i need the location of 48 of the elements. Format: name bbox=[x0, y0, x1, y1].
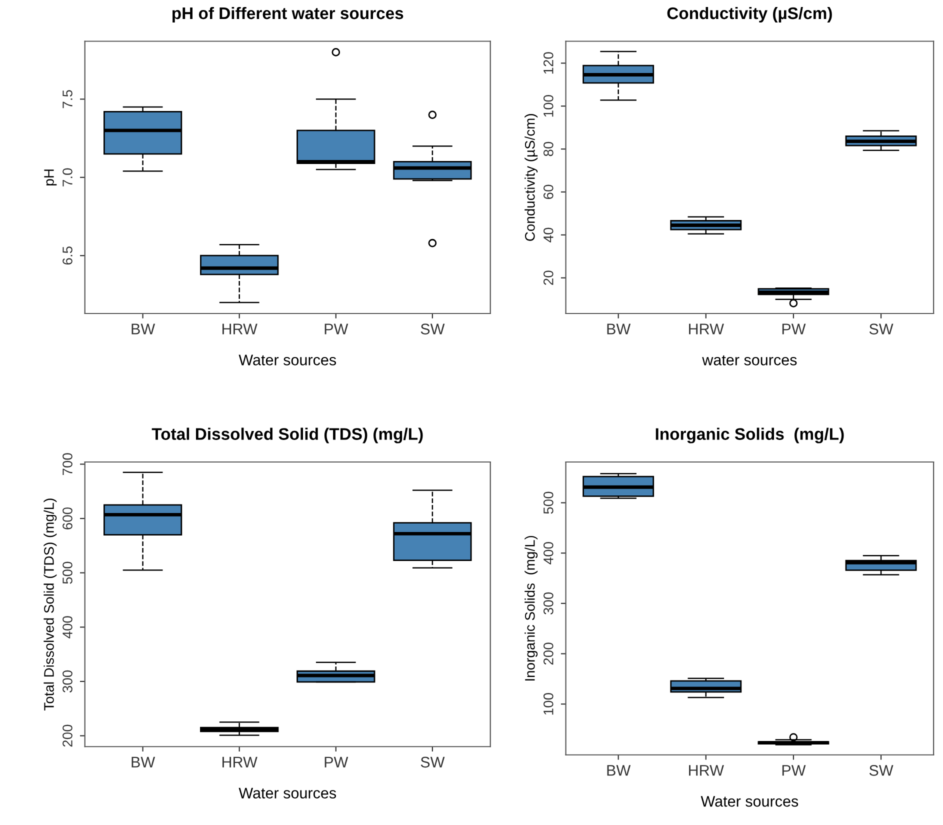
y-tick-label: 200 bbox=[543, 642, 554, 665]
y-tick-label: 6.5 bbox=[62, 246, 72, 265]
x-tick-label: BW bbox=[132, 756, 156, 768]
y-tick-label: 300 bbox=[543, 592, 554, 614]
x-tick-label: HRW bbox=[222, 324, 258, 334]
x-tick-label: BW bbox=[132, 324, 156, 334]
chart-title: pH of Different water sources bbox=[172, 6, 404, 22]
x-tick-label: HRW bbox=[689, 324, 724, 334]
y-tick-label: 60 bbox=[543, 184, 554, 199]
y-axis-title: pH bbox=[44, 170, 57, 186]
y-tick-label: 40 bbox=[543, 228, 554, 242]
y-tick-label: 700 bbox=[62, 453, 72, 476]
y-tick-label: 80 bbox=[543, 142, 554, 156]
x-tick-label: BW bbox=[607, 765, 631, 776]
x-tick-label: PW bbox=[782, 765, 806, 776]
x-tick-label: SW bbox=[869, 765, 894, 776]
y-tick-label: 200 bbox=[62, 724, 72, 747]
x-tick-label: PW bbox=[324, 756, 348, 768]
chart-title: Total Dissolved Solid (TDS) (mg/L) bbox=[152, 428, 423, 444]
x-axis-title: Water sources bbox=[238, 788, 336, 798]
x-tick-label: HRW bbox=[689, 765, 724, 776]
y-tick-label: 500 bbox=[62, 562, 72, 584]
y-tick-label: 20 bbox=[543, 270, 554, 285]
x-tick-label: HRW bbox=[222, 756, 258, 768]
x-tick-label: PW bbox=[782, 324, 806, 334]
x-tick-label: PW bbox=[324, 324, 348, 334]
y-tick-label: 400 bbox=[543, 542, 554, 564]
y-tick-label: 600 bbox=[62, 507, 72, 530]
y-tick-label: 500 bbox=[543, 492, 554, 514]
x-axis-title: water sources bbox=[702, 355, 797, 366]
chart-title: Conductivity (µS/cm) bbox=[667, 6, 832, 22]
y-tick-label: 100 bbox=[543, 693, 554, 715]
x-axis-title: Water sources bbox=[700, 796, 798, 807]
y-tick-label: 100 bbox=[543, 95, 554, 117]
x-tick-label: SW bbox=[420, 324, 445, 334]
y-tick-label: 7.0 bbox=[62, 168, 72, 186]
y-axis-title: Inorganic Solids (mg/L) bbox=[524, 536, 538, 680]
chart-title: Inorganic Solids (mg/L) bbox=[656, 428, 844, 444]
y-axis-title: Conductivity (µS/cm) bbox=[524, 114, 538, 241]
y-axis-title: Total Dissolved Solid (TDS) (mg/L) bbox=[44, 498, 57, 710]
x-axis-title: Water sources bbox=[238, 354, 336, 366]
y-tick-label: 400 bbox=[62, 616, 72, 638]
y-tick-label: 300 bbox=[62, 670, 72, 692]
x-tick-label: SW bbox=[420, 756, 445, 768]
x-tick-label: SW bbox=[869, 324, 894, 334]
y-tick-label: 7.5 bbox=[62, 90, 72, 108]
y-tick-label: 120 bbox=[543, 52, 554, 74]
x-tick-label: BW bbox=[607, 324, 631, 334]
